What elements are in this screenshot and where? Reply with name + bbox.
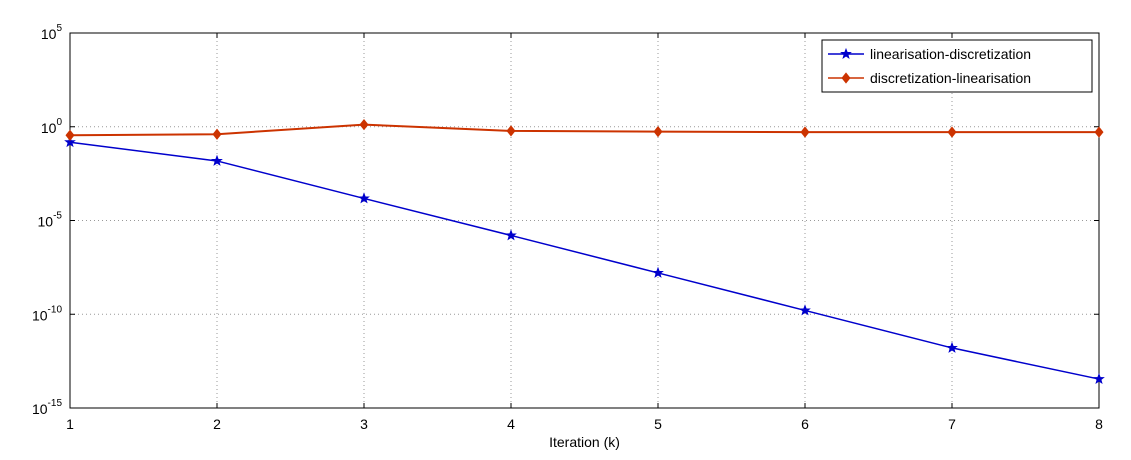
y-tick-label: 10-15 bbox=[32, 398, 62, 417]
x-tick-label: 1 bbox=[66, 416, 74, 432]
data-point bbox=[358, 192, 370, 204]
y-tick-exponent: -15 bbox=[48, 398, 63, 409]
legend-marker bbox=[841, 72, 851, 84]
y-tick-base: 10 bbox=[41, 26, 57, 42]
legend-label: discretization-linearisation bbox=[870, 70, 1031, 86]
y-tick-exponent: -5 bbox=[53, 211, 62, 222]
series-line bbox=[69, 123, 1099, 137]
series-group bbox=[64, 118, 1105, 385]
x-axis-label: Iteration (k) bbox=[549, 434, 620, 450]
data-point bbox=[653, 125, 663, 138]
x-tick-label: 6 bbox=[801, 416, 809, 432]
data-point bbox=[65, 129, 75, 141]
y-tick-base: 10 bbox=[32, 401, 48, 417]
x-tick-label: 7 bbox=[948, 416, 956, 432]
y-tick-label: 105 bbox=[41, 23, 63, 42]
data-point bbox=[212, 128, 222, 140]
y-tick-base: 10 bbox=[32, 307, 48, 323]
data-point bbox=[1094, 126, 1104, 138]
data-point bbox=[652, 266, 664, 278]
x-tick-label: 8 bbox=[1095, 416, 1103, 432]
series-linearisation-discretization bbox=[64, 136, 1105, 385]
legend-label: linearisation-discretization bbox=[870, 46, 1031, 62]
data-point bbox=[799, 304, 811, 316]
legend: linearisation-discretization discretizati… bbox=[821, 39, 1093, 93]
data-point bbox=[64, 136, 76, 148]
series-line bbox=[69, 141, 1100, 380]
x-tick-label: 2 bbox=[213, 416, 221, 432]
data-point bbox=[506, 125, 516, 137]
x-tick-label: 3 bbox=[360, 416, 368, 432]
y-tick-exponent: -10 bbox=[48, 304, 63, 315]
series-discretization-linearisation bbox=[65, 118, 1104, 141]
y-tick-label: 10-5 bbox=[38, 211, 63, 230]
y-tick-base: 10 bbox=[38, 214, 54, 230]
legend-box bbox=[821, 39, 1093, 93]
data-point bbox=[947, 126, 957, 138]
data-point bbox=[359, 118, 369, 131]
y-tick-label: 10-10 bbox=[32, 304, 62, 323]
data-point bbox=[211, 154, 223, 166]
y-tick-base: 10 bbox=[41, 120, 57, 136]
data-point bbox=[800, 126, 810, 138]
y-tick-label: 100 bbox=[41, 117, 63, 136]
x-tick-label: 4 bbox=[507, 416, 515, 432]
legend-marker bbox=[840, 47, 852, 59]
y-tick-exponent: 0 bbox=[56, 117, 62, 128]
x-tick-label: 5 bbox=[654, 416, 662, 432]
data-point bbox=[505, 229, 517, 241]
data-point bbox=[946, 341, 958, 353]
data-point bbox=[1093, 372, 1105, 385]
y-tick-exponent: 5 bbox=[56, 23, 62, 34]
